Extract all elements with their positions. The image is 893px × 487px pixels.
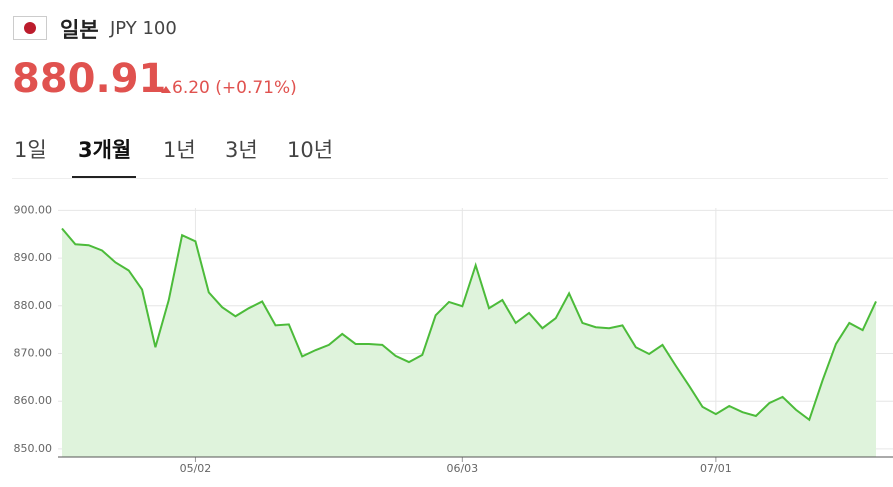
tab[interactable]: 1년	[163, 138, 196, 162]
price: 880.91	[12, 56, 167, 102]
flag	[13, 16, 47, 40]
separator	[12, 178, 888, 179]
tab[interactable]: 3년	[225, 138, 258, 162]
line	[61, 227, 877, 422]
x-tick-label: 06/03	[446, 462, 478, 475]
x-tick-label: 07/01	[700, 462, 732, 475]
y-tick-label: 870.00	[14, 346, 53, 359]
tab[interactable]: 3개월	[78, 138, 132, 162]
y-tick-label: 860.00	[14, 394, 53, 407]
y-tick-label: 890.00	[14, 251, 53, 264]
y-tick-label: 880.00	[14, 299, 53, 312]
tab[interactable]: 10년	[287, 138, 334, 162]
area	[62, 228, 876, 457]
y-tick-label: 900.00	[14, 203, 53, 216]
change: 6.20 (+0.71%)	[172, 78, 297, 98]
tab[interactable]: 1일	[14, 138, 47, 162]
y-tick-label: 850.00	[14, 442, 53, 455]
x-tick-label: 05/02	[180, 462, 212, 475]
up-arrow	[161, 86, 171, 93]
subtitle: JPY 100	[110, 18, 177, 39]
tab-underline	[72, 176, 136, 178]
title: 일본	[60, 18, 99, 42]
